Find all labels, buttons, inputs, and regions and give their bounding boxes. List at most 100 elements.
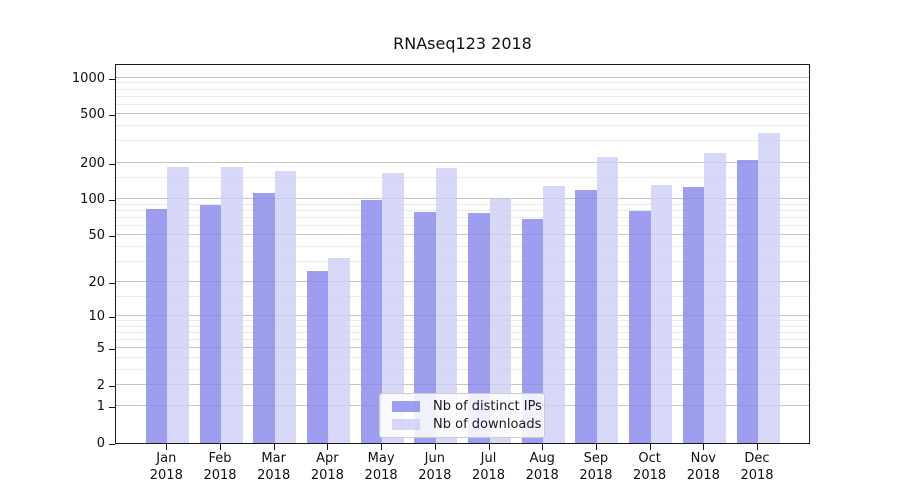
x-tick-label: Mar 2018 [257, 451, 291, 483]
y-gridline-major [116, 383, 809, 385]
y-gridline-minor [116, 203, 809, 205]
y-gridline-minor [116, 356, 809, 358]
bar-distinct-ips [629, 211, 651, 443]
bar-distinct-ips [468, 213, 490, 443]
chart-title: RNAseq123 2018 [393, 34, 532, 53]
y-tick-label: 2 [96, 377, 105, 393]
x-tick-mark [595, 444, 597, 450]
y-tick-label: 200 [80, 155, 105, 171]
bar-distinct-ips [253, 192, 275, 443]
x-tick-mark [703, 444, 705, 450]
bar-distinct-ips [199, 205, 221, 443]
bar-downloads [435, 168, 458, 443]
bar-downloads [489, 198, 511, 443]
y-gridline-major [116, 234, 809, 236]
y-tick-mark [109, 283, 115, 285]
y-gridline-minor [116, 176, 809, 178]
bar-distinct-ips [360, 199, 383, 443]
x-tick-label: May 2018 [364, 451, 398, 483]
y-gridline-minor [116, 320, 809, 322]
y-gridline-minor [116, 125, 809, 127]
x-tick-mark [488, 444, 490, 450]
y-gridline-minor [116, 295, 809, 297]
x-tick-mark [220, 444, 221, 450]
x-tick-label: Jul 2018 [471, 451, 506, 483]
y-gridline-minor [116, 245, 809, 247]
x-tick-mark [542, 444, 544, 450]
bar-downloads [704, 153, 726, 443]
x-tick-label: Feb 2018 [203, 451, 237, 483]
bar-distinct-ips [575, 190, 597, 443]
y-gridline-minor [116, 325, 809, 327]
x-tick-mark [273, 444, 275, 450]
legend-label-downloads: Nb of downloads [433, 417, 542, 432]
y-gridline-minor [116, 216, 809, 218]
x-tick-label: Jan 2018 [149, 451, 183, 483]
y-tick-mark [109, 349, 115, 351]
x-tick-label: Sep 2018 [579, 451, 613, 483]
x-tick-mark [327, 444, 329, 450]
bar-downloads [758, 132, 780, 443]
y-gridline-major [116, 347, 809, 349]
y-tick-mark [109, 385, 115, 387]
y-gridline-minor [116, 332, 809, 334]
x-tick-mark [166, 444, 168, 450]
bar-distinct-ips [145, 208, 168, 443]
legend-item-ips: Nb of distinct IPs [386, 399, 542, 414]
bar-distinct-ips [414, 212, 436, 443]
y-tick-label: 100 [80, 192, 105, 208]
legend-label-ips: Nb of distinct IPs [433, 399, 542, 414]
x-tick-label: Oct 2018 [633, 451, 667, 483]
x-tick-mark [381, 444, 383, 450]
bar-downloads [274, 171, 297, 443]
y-gridline-minor [116, 368, 809, 370]
x-tick-label: Apr 2018 [310, 451, 344, 483]
y-gridline-minor [116, 88, 809, 90]
bar-downloads [543, 186, 565, 443]
y-gridline-major [116, 198, 809, 200]
x-tick-label: Aug 2018 [525, 451, 559, 483]
bar-downloads [650, 185, 673, 443]
legend: Nb of distinct IPs Nb of downloads [379, 393, 545, 438]
x-tick-mark [434, 444, 436, 450]
y-tick-mark [109, 200, 115, 202]
bar-distinct-ips [682, 186, 705, 443]
legend-swatch-ips [392, 401, 420, 412]
bar-downloads [596, 157, 619, 443]
plot-area: Nb of distinct IPs Nb of downloads [115, 64, 810, 444]
bar-distinct-ips [521, 219, 544, 443]
y-tick-mark [109, 407, 115, 409]
legend-item-downloads: Nb of downloads [386, 417, 542, 432]
y-tick-label: 500 [80, 107, 105, 123]
bar-downloads [328, 258, 350, 443]
y-tick-mark [109, 236, 115, 238]
y-tick-mark [109, 317, 115, 319]
x-tick-mark [757, 444, 758, 450]
y-tick-mark [109, 115, 115, 117]
y-gridline-minor [116, 224, 809, 226]
bar-downloads [221, 166, 243, 443]
y-tick-label: 5 [96, 341, 105, 357]
y-gridline-major [116, 161, 809, 163]
x-tick-label: Dec 2018 [740, 451, 774, 483]
y-gridline-major [116, 281, 809, 283]
y-gridline-minor [116, 260, 809, 262]
y-gridline-minor [116, 95, 809, 97]
y-gridline-major [116, 76, 809, 78]
bar-distinct-ips [306, 270, 329, 443]
y-tick-label: 1 [96, 399, 105, 415]
y-gridline-major [116, 315, 809, 317]
y-gridline-minor [116, 103, 809, 105]
y-tick-label: 1000 [71, 70, 105, 86]
y-tick-label: 0 [96, 436, 105, 451]
y-tick-mark [109, 78, 115, 80]
y-tick-label: 50 [88, 228, 105, 244]
x-tick-label: Nov 2018 [686, 451, 720, 483]
y-gridline-minor [116, 82, 809, 84]
y-gridline-minor [116, 140, 809, 142]
y-tick-label: 10 [88, 309, 105, 325]
y-gridline-minor [116, 339, 809, 341]
y-gridline-major [116, 113, 809, 115]
bar-downloads [167, 166, 189, 443]
